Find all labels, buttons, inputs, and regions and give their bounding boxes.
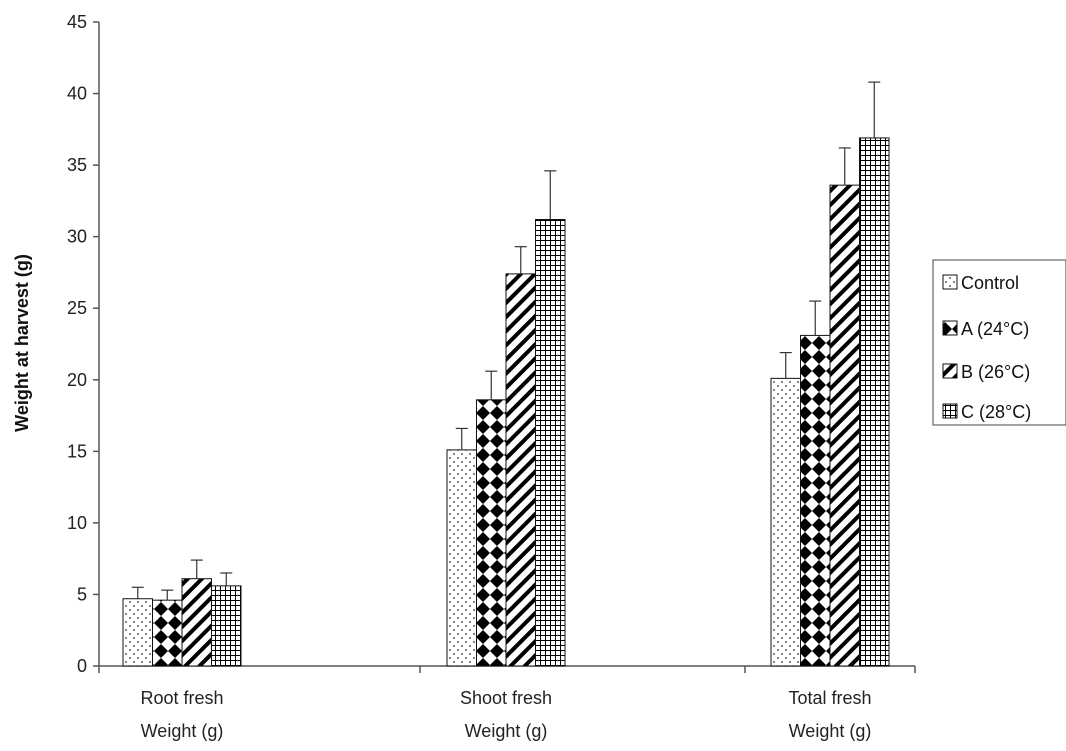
y-tick-label: 20 — [67, 370, 87, 390]
bar — [122, 598, 153, 667]
y-tick-label: 30 — [67, 227, 87, 247]
bar — [859, 137, 890, 667]
bar — [476, 399, 507, 667]
x-category-label: Weight (g) — [789, 721, 872, 741]
bar — [505, 273, 536, 667]
x-category-label: Total fresh — [788, 688, 871, 708]
legend-label: C (28°C) — [961, 402, 1031, 422]
bar — [181, 578, 212, 667]
y-tick-label: 0 — [77, 656, 87, 676]
x-category-label: Root fresh — [140, 688, 223, 708]
bar — [535, 218, 566, 667]
x-category-label: Weight (g) — [465, 721, 548, 741]
bar — [152, 599, 183, 667]
y-tick-label: 40 — [67, 84, 87, 104]
y-tick-label: 5 — [77, 584, 87, 604]
y-tick-label: 35 — [67, 155, 87, 175]
legend-label: B (26°C) — [961, 362, 1030, 382]
legend-swatch — [942, 403, 958, 419]
legend-label: A (24°C) — [961, 319, 1029, 339]
legend: Control A (24°C) B (26°C) C (28°C) — [932, 259, 1066, 426]
x-axis-labels: Root fresh Weight (g) Shoot fresh Weight (g… — [140, 688, 871, 741]
y-tick-label: 45 — [67, 12, 87, 32]
legend-swatch — [942, 320, 958, 336]
x-category-label: Shoot fresh — [460, 688, 552, 708]
x-category-label: Weight (g) — [141, 721, 224, 741]
bar — [829, 184, 860, 667]
y-tick-label: 25 — [67, 298, 87, 318]
legend-swatch — [942, 363, 958, 379]
y-tick-label: 15 — [67, 441, 87, 461]
y-axis-label: Weight at harvest (g) — [12, 254, 32, 432]
bar — [770, 377, 801, 667]
legend-label: Control — [961, 273, 1019, 293]
bar — [800, 334, 831, 667]
legend-swatch — [942, 274, 958, 290]
bar — [446, 449, 477, 667]
bars — [122, 81, 890, 667]
y-tick-label: 10 — [67, 513, 87, 533]
bar — [211, 585, 242, 667]
